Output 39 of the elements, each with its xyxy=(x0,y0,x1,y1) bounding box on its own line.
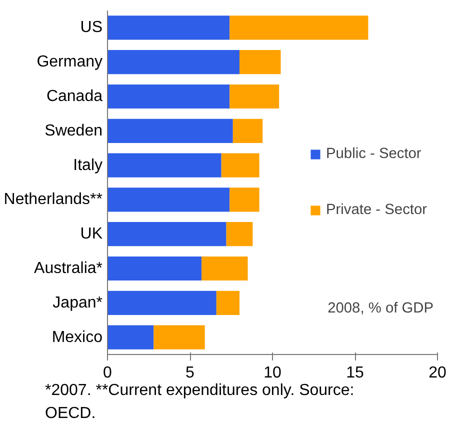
bar xyxy=(230,16,368,40)
legend-label: Public - Sector xyxy=(326,146,422,162)
bar xyxy=(108,290,216,315)
bar xyxy=(154,325,205,350)
y-tick-label: Germany xyxy=(36,54,102,71)
annotation: 2008, % of GDP xyxy=(328,300,434,317)
bar xyxy=(108,16,230,40)
y-tick-label: Canada xyxy=(46,88,103,105)
y-tick-label: UK xyxy=(80,226,103,243)
bar xyxy=(240,50,281,74)
bar xyxy=(202,256,248,281)
x-tick-label: 5 xyxy=(186,364,195,382)
bar xyxy=(108,50,240,74)
bar xyxy=(108,222,226,246)
y-tick-label: Australia* xyxy=(34,260,103,277)
y-tick-label: Mexico xyxy=(52,328,103,346)
bar xyxy=(226,222,253,246)
y-tick-label: Japan* xyxy=(52,294,103,312)
x-tick-label: 0 xyxy=(103,364,112,382)
y-tick-label: Italy xyxy=(73,156,102,174)
y-tick-label: Sweden xyxy=(44,122,103,140)
bar xyxy=(108,256,202,281)
legend-label: Private - Sector xyxy=(326,202,427,218)
x-tick-label: 10 xyxy=(264,364,282,382)
bar xyxy=(216,290,240,315)
bar xyxy=(230,84,280,109)
bar xyxy=(108,118,233,143)
text: *2007. **Current expenditures only. Source: OECD. xyxy=(45,381,356,424)
bar xyxy=(221,153,260,178)
bar xyxy=(232,118,263,143)
x-tick-label: 20 xyxy=(428,364,446,382)
y-tick-label: US xyxy=(80,19,103,36)
bar xyxy=(108,325,154,350)
bar xyxy=(108,153,222,178)
bar xyxy=(230,188,260,212)
y-tick-label: Netherlands** xyxy=(4,191,103,208)
x-tick-label: 15 xyxy=(346,364,364,382)
bar xyxy=(108,84,230,109)
bar xyxy=(108,188,230,212)
